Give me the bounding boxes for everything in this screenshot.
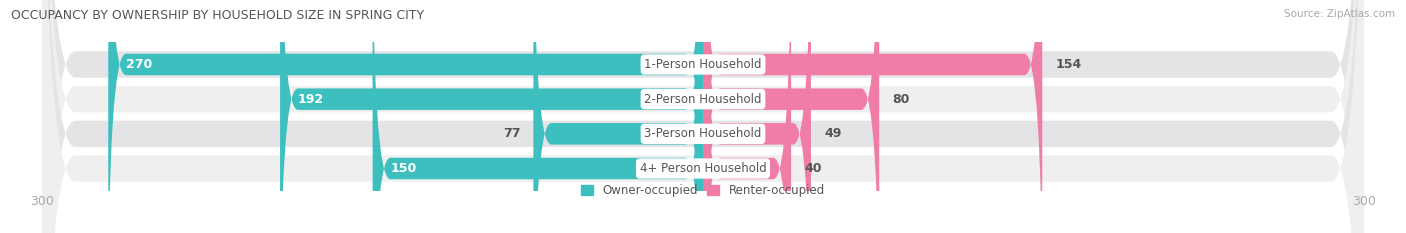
Text: 40: 40	[804, 162, 823, 175]
FancyBboxPatch shape	[42, 0, 1364, 233]
Text: 2-Person Household: 2-Person Household	[644, 93, 762, 106]
FancyBboxPatch shape	[703, 0, 1042, 233]
Legend: Owner-occupied, Renter-occupied: Owner-occupied, Renter-occupied	[581, 184, 825, 197]
FancyBboxPatch shape	[108, 0, 703, 233]
FancyBboxPatch shape	[703, 0, 811, 233]
FancyBboxPatch shape	[533, 0, 703, 233]
Text: Source: ZipAtlas.com: Source: ZipAtlas.com	[1284, 9, 1395, 19]
Text: 1-Person Household: 1-Person Household	[644, 58, 762, 71]
Text: 49: 49	[824, 127, 842, 140]
FancyBboxPatch shape	[42, 0, 1364, 233]
FancyBboxPatch shape	[42, 0, 1364, 233]
Text: 150: 150	[391, 162, 416, 175]
FancyBboxPatch shape	[703, 0, 879, 233]
FancyBboxPatch shape	[280, 0, 703, 233]
Text: 270: 270	[127, 58, 152, 71]
Text: 192: 192	[298, 93, 323, 106]
Text: 4+ Person Household: 4+ Person Household	[640, 162, 766, 175]
FancyBboxPatch shape	[42, 0, 1364, 233]
Text: 154: 154	[1056, 58, 1081, 71]
Text: OCCUPANCY BY OWNERSHIP BY HOUSEHOLD SIZE IN SPRING CITY: OCCUPANCY BY OWNERSHIP BY HOUSEHOLD SIZE…	[11, 9, 425, 22]
Text: 3-Person Household: 3-Person Household	[644, 127, 762, 140]
FancyBboxPatch shape	[703, 0, 792, 233]
Text: 77: 77	[503, 127, 520, 140]
Text: 80: 80	[893, 93, 910, 106]
FancyBboxPatch shape	[373, 0, 703, 233]
